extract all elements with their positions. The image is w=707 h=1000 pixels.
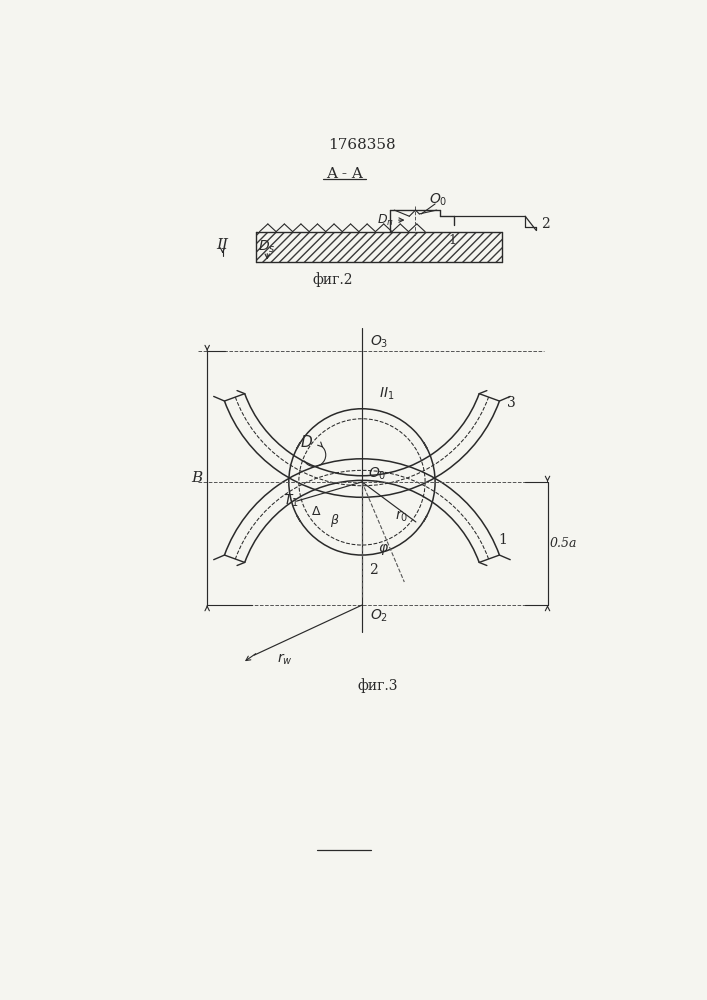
Text: $O_0$: $O_0$ [429, 192, 448, 208]
Text: 2: 2 [369, 563, 378, 577]
Text: $D$: $D$ [300, 434, 313, 450]
Text: $D_s$: $D_s$ [259, 239, 276, 255]
Text: $II_1$: $II_1$ [379, 385, 395, 402]
Text: $Δ$: $Δ$ [310, 505, 321, 518]
Text: $\beta$: $\beta$ [330, 512, 340, 529]
Text: $T_1$: $T_1$ [284, 493, 299, 509]
Text: фиг.2: фиг.2 [312, 272, 353, 287]
Text: 2: 2 [541, 217, 549, 231]
Text: 0.5a: 0.5a [549, 537, 577, 550]
Text: $D_п$: $D_п$ [377, 213, 394, 228]
Text: $\varphi$: $\varphi$ [378, 542, 389, 557]
Text: B: B [192, 471, 203, 485]
Text: II: II [216, 238, 228, 252]
Text: $r_0$: $r_0$ [395, 509, 409, 524]
Text: $O_0$: $O_0$ [368, 466, 387, 482]
Text: фиг.3: фиг.3 [357, 679, 397, 693]
Text: 3: 3 [507, 396, 515, 410]
Text: $O_2$: $O_2$ [370, 608, 388, 624]
Text: $r_w$: $r_w$ [277, 651, 293, 667]
Text: $O_3$: $O_3$ [370, 334, 388, 350]
Text: 1: 1 [448, 234, 456, 247]
Text: 1768358: 1768358 [328, 138, 396, 152]
Text: A - A: A - A [326, 167, 363, 181]
Text: 1: 1 [498, 533, 508, 547]
Bar [256, 232, 502, 262]
